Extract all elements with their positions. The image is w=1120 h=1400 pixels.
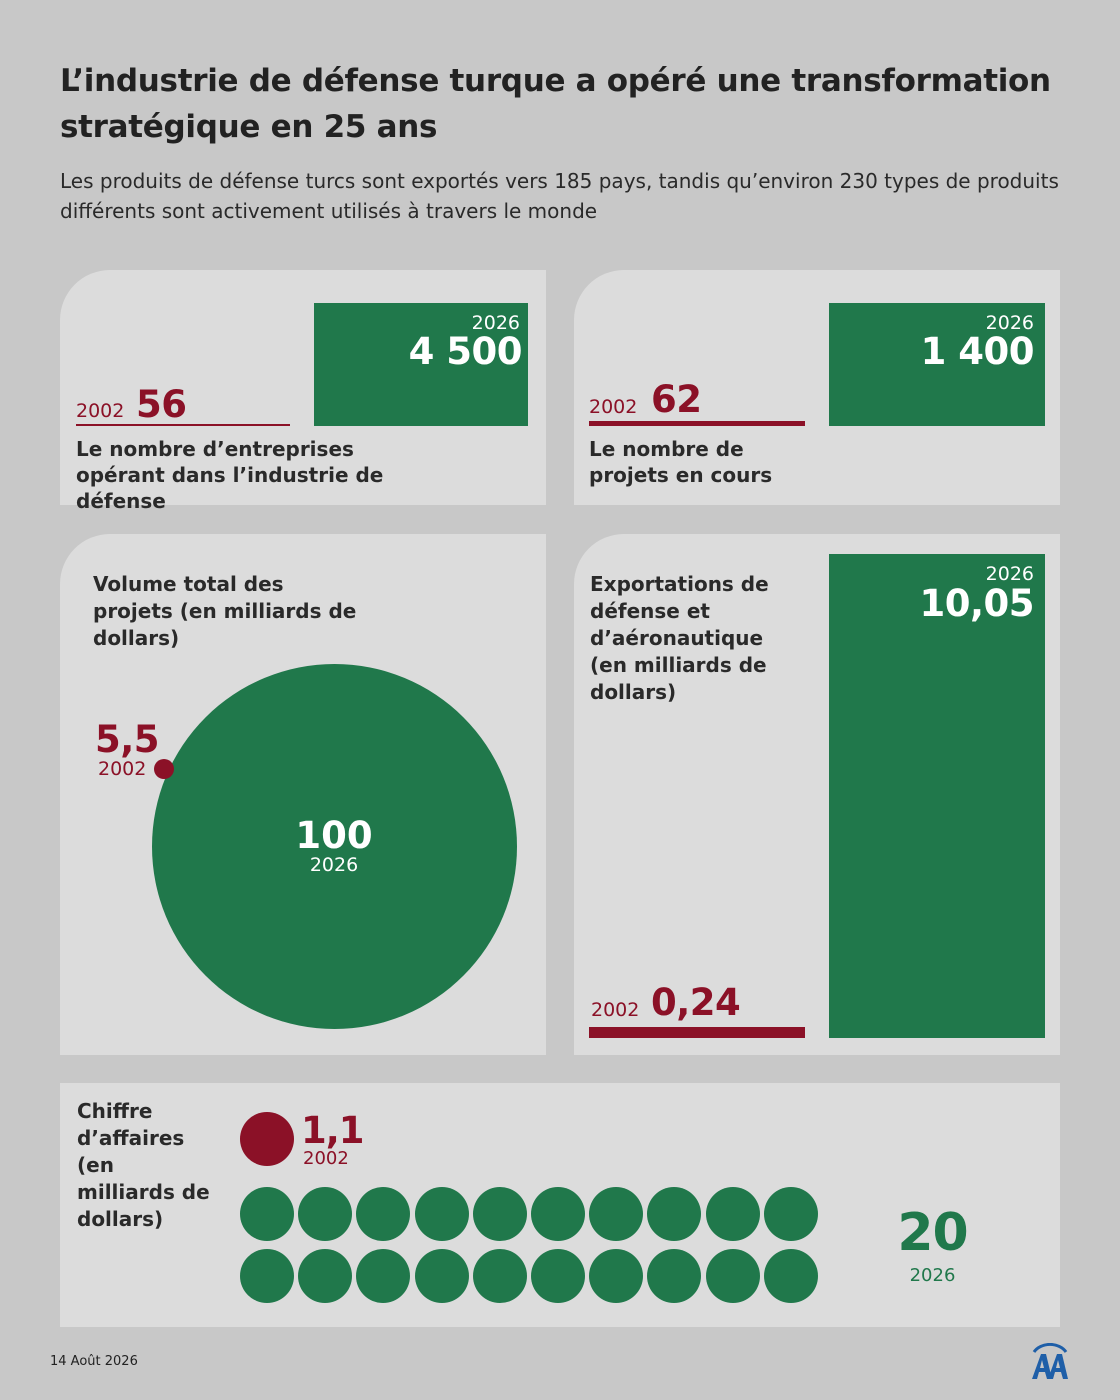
card-label: Exportations de défense et d’aéronautiqu… [590, 572, 769, 704]
card-label-text: Le nombre de projets en cours [589, 437, 773, 487]
dot-2026 [472, 1249, 527, 1303]
year-2026-label: 2026 [909, 1265, 956, 1286]
dot-2026 [298, 1249, 353, 1303]
page-subtitle: Les produits de défense turcs sont expor… [60, 169, 1059, 223]
page-title: L’industrie de défense turque a opéré un… [60, 63, 1051, 145]
dot-2026 [414, 1249, 469, 1303]
year-2002-label: 2002 [76, 400, 125, 422]
dot-2026 [763, 1187, 818, 1241]
dot-2026 [240, 1249, 294, 1303]
year-2002-label: 2002 [591, 999, 640, 1021]
bar-2026 [829, 554, 1045, 1038]
aa-logo-svg [1032, 1342, 1068, 1379]
card-project-volume: Volume total des projets (en milliards d… [60, 534, 546, 1055]
year-2002-label: 2002 [589, 396, 638, 418]
value-2002-label: 5,5 [95, 718, 160, 761]
bubble-2026 [152, 664, 517, 1029]
dot-2002 [240, 1112, 294, 1166]
dot-2026 [763, 1249, 818, 1303]
card-label: Le nombre d’entreprises opérant dans l’i… [76, 437, 384, 513]
value-2026-label: 1 400 [920, 330, 1035, 373]
year-2002-label: 2002 [303, 1148, 349, 1169]
year-2026-label: 2026 [985, 563, 1034, 585]
value-2002-label: 0,24 [651, 981, 741, 1024]
card-label: Volume total des projets (en milliards d… [93, 572, 357, 650]
dot-2026 [705, 1187, 760, 1241]
dot-2026 [472, 1187, 527, 1241]
card-label: Le nombre de projets en cours [589, 436, 789, 488]
card-projects: 2026 1 400 2002 62 Le nombre de projets … [574, 270, 1060, 505]
bubble-2002 [154, 759, 174, 779]
dot-2026 [414, 1187, 469, 1241]
bar-2002 [589, 1027, 805, 1038]
dot-2026 [356, 1187, 411, 1241]
year-2026-label: 2026 [471, 312, 520, 334]
dot-2026 [589, 1187, 644, 1241]
value-2002-label: 1,1 [301, 1109, 365, 1152]
dot-2026 [647, 1249, 702, 1303]
dot-2026 [705, 1249, 760, 1303]
aa-logo-icon [1030, 1342, 1070, 1381]
value-2002-label: 56 [136, 383, 187, 426]
footer-date: 14 Août 2026 [50, 1354, 138, 1369]
value-2026-label: 10,05 [919, 582, 1034, 625]
card-companies: 2026 4 500 2002 56 Le nombre d’entrepris… [60, 270, 546, 513]
bar-2026 [314, 303, 528, 426]
value-2002-label: 62 [651, 378, 702, 421]
dot-2026 [531, 1187, 585, 1241]
value-2026-label: 20 [897, 1203, 968, 1263]
card-label: Chiffre d’affaires (en milliards de doll… [77, 1099, 210, 1231]
bar-2002 [76, 424, 290, 426]
year-2026-label: 2026 [985, 312, 1034, 334]
bar-2002 [589, 421, 805, 426]
dot-2026 [298, 1187, 353, 1241]
dot-2026 [240, 1187, 294, 1241]
dot-2026 [589, 1249, 644, 1303]
dot-2026 [356, 1249, 411, 1303]
bar-2026 [829, 303, 1045, 426]
card-exports: Exportations de défense et d’aéronautiqu… [574, 534, 1060, 1055]
value-2026-label: 4 500 [408, 330, 523, 373]
year-2002-label: 2002 [98, 758, 147, 780]
value-2026-label: 100 [295, 814, 373, 857]
year-2026-label: 2026 [309, 854, 359, 876]
dot-2026 [531, 1249, 585, 1303]
dot-2026 [647, 1187, 702, 1241]
